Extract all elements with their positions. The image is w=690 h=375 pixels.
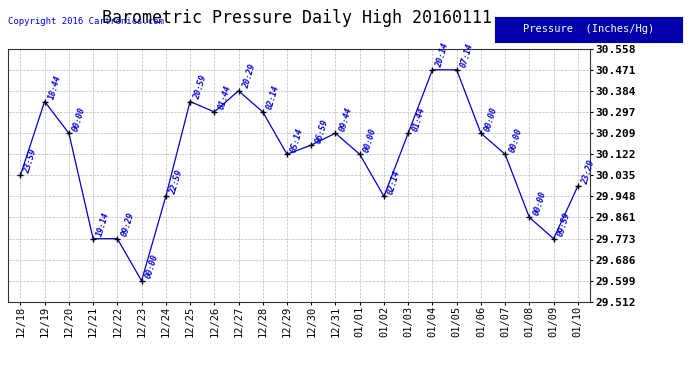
Text: 01:44: 01:44 xyxy=(411,106,426,132)
Text: 06:59: 06:59 xyxy=(314,117,330,144)
Text: 19:14: 19:14 xyxy=(95,211,112,238)
Text: 00:00: 00:00 xyxy=(362,127,378,153)
Text: 02:14: 02:14 xyxy=(265,84,281,111)
Text: 20:29: 20:29 xyxy=(241,63,257,90)
Text: 22:59: 22:59 xyxy=(168,169,184,195)
Text: 01:44: 01:44 xyxy=(217,84,233,111)
Text: Pressure  (Inches/Hg): Pressure (Inches/Hg) xyxy=(523,24,654,34)
Text: 00:00: 00:00 xyxy=(483,106,500,132)
Text: 09:59: 09:59 xyxy=(556,211,572,238)
Text: 02:14: 02:14 xyxy=(386,169,402,195)
Text: 00:00: 00:00 xyxy=(532,190,548,216)
Text: 20:59: 20:59 xyxy=(193,74,208,100)
Text: 09:44: 09:44 xyxy=(338,106,354,132)
Text: 00:00: 00:00 xyxy=(144,254,160,280)
Text: 20:14: 20:14 xyxy=(435,42,451,69)
Text: 23:59: 23:59 xyxy=(23,148,39,174)
Text: 00:00: 00:00 xyxy=(71,106,87,132)
Text: 23:29: 23:29 xyxy=(580,159,596,185)
Text: 09:29: 09:29 xyxy=(120,211,136,238)
Text: Copyright 2016 Cartronics.com: Copyright 2016 Cartronics.com xyxy=(8,17,164,26)
Text: 05:14: 05:14 xyxy=(289,127,306,153)
Text: Barometric Pressure Daily High 20160111: Barometric Pressure Daily High 20160111 xyxy=(101,9,492,27)
Text: 00:00: 00:00 xyxy=(508,127,524,153)
Text: 18:44: 18:44 xyxy=(47,74,63,100)
Text: 07:14: 07:14 xyxy=(459,42,475,69)
